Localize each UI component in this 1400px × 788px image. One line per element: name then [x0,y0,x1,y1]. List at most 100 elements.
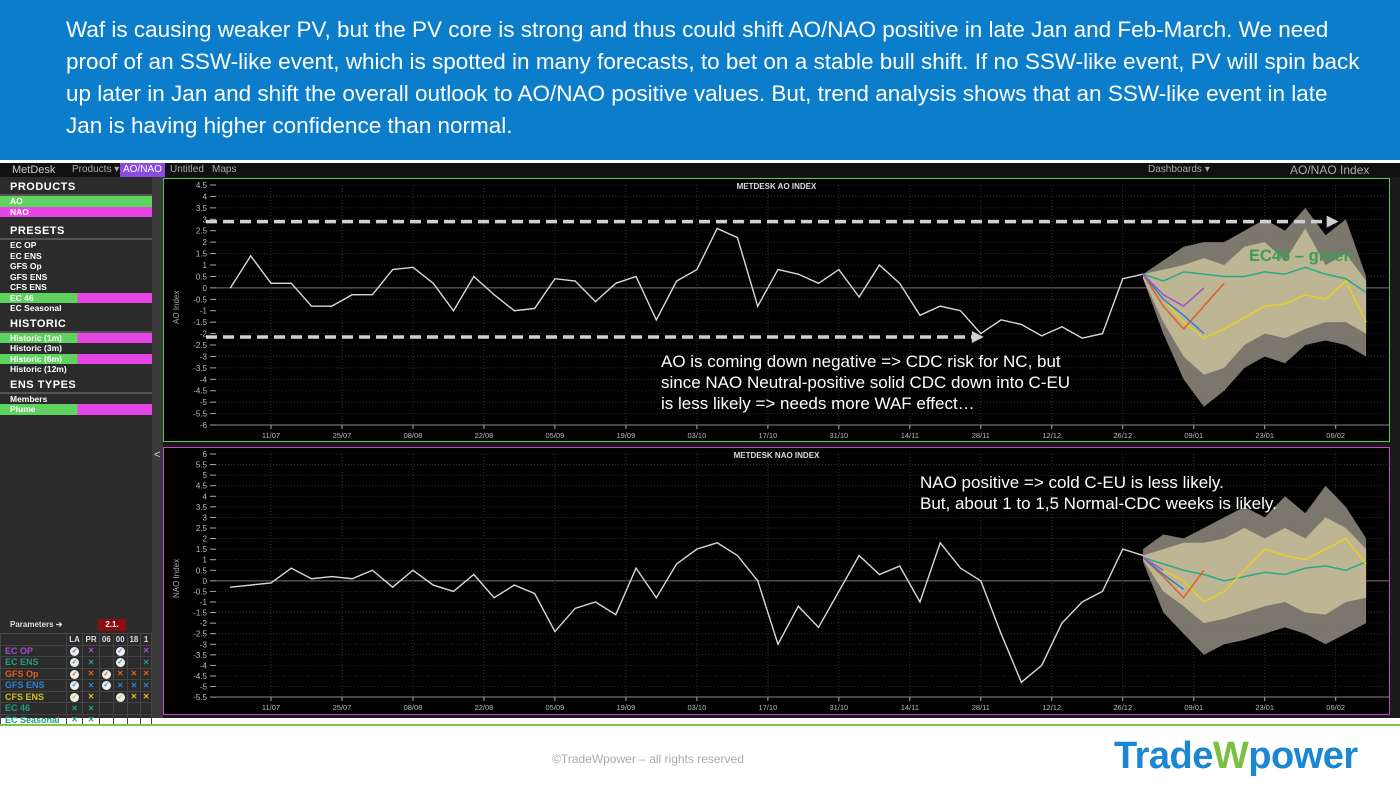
run-toggle[interactable] [112,702,128,715]
footer-divider [0,724,1400,726]
run-toggle[interactable] [126,656,142,669]
x-tick-label: 05/09 [546,431,565,440]
ens-type-members[interactable]: Members [10,393,48,404]
run-toggle[interactable]: ✕ [140,667,152,680]
run-toggle[interactable]: ✕ [140,679,152,692]
products-menu[interactable]: Products ▾ [72,164,120,175]
observed-point [919,314,921,316]
preset-cfs-ens[interactable]: CFS ENS [10,282,47,292]
preset-ec-op[interactable]: EC OP [10,240,37,250]
preset-gfs-ens[interactable]: GFS ENS [10,271,48,282]
index-title: AO/NAO Index [1290,163,1370,177]
tab-ao-nao[interactable]: AO/NAO [120,163,165,177]
ens-type-plume[interactable]: Plume [0,404,152,415]
preset-ec-46[interactable]: EC 46 [0,292,152,303]
run-toggle[interactable]: ✓ [65,667,84,680]
run-toggle[interactable] [126,702,142,715]
run-toggle[interactable]: ✓ [112,656,128,669]
run-toggle[interactable]: ✓ [98,679,114,692]
sidebar-collapse-button[interactable]: < [152,177,163,718]
run-toggle[interactable] [98,644,114,657]
run-toggle[interactable] [126,644,142,657]
observed-point [858,554,860,557]
run-toggle[interactable]: ✓ [65,679,84,692]
table-row: GFS ENS ✓ ✕ ✓ ✕ ✕ ✕ [0,679,152,692]
run-toggle[interactable]: ✓ [65,644,84,657]
observed-point [1041,335,1043,337]
run-toggle[interactable]: ✕ [82,667,100,680]
ensemble-band [1143,228,1367,375]
run-toggle[interactable]: ✕ [112,679,128,692]
nao-chart-panel: 6 5.5 5 4.5 4 3.5 3 2.5 2 1.5 1 0.5 0 -0.5 -1 -1.5 -2 -2.… [163,447,1390,715]
y-tick-label: -2 [200,619,208,628]
product-nao[interactable]: NAO [0,206,152,217]
run-toggle[interactable]: ✕ [126,690,142,703]
run-toggle[interactable]: ✕ [65,702,84,715]
run-toggle[interactable]: ✕ [126,667,142,680]
run-toggle[interactable] [98,656,114,669]
observed-point [290,567,292,569]
logo-w-mark: W [1212,735,1249,777]
y-tick-label: 0 [203,577,208,586]
nao-annotation: NAO positive => cold C-EU is less likely… [920,472,1277,514]
run-selector[interactable]: 2.1. [98,619,126,631]
observed-point [493,294,495,296]
preset-ec-ens[interactable]: EC ENS [10,250,42,261]
tab-maps[interactable]: Maps [212,164,237,175]
forecast-series-line [1142,557,1185,590]
run-toggle[interactable]: ✕ [140,644,152,657]
run-toggle[interactable] [140,702,152,715]
forecast-series-line [1142,556,1367,582]
run-toggle[interactable]: ✕ [82,656,100,669]
historic-historic-1m-[interactable]: Historic (1m) [0,332,152,343]
model-name: EC OP [0,644,67,657]
cross-icon: ✕ [142,692,150,702]
run-toggle[interactable]: ✕ [82,644,100,657]
observed-point [1061,622,1063,624]
run-toggle[interactable]: ✓ [112,644,128,657]
observed-point [757,580,759,582]
historic-historic-6m-[interactable]: Historic (6m) [0,353,152,364]
y-tick-label: -4.5 [193,672,207,681]
nao-annotation-line: NAO positive => cold C-EU is less likely… [920,473,1224,492]
metdesk-logo[interactable]: MetDesk [12,164,56,176]
preset-gfs-op[interactable]: GFS Op [10,261,42,271]
observed-point [797,273,799,275]
tab-untitled[interactable]: Untitled [170,164,204,175]
run-toggle[interactable]: ✓ [65,656,84,669]
run-toggle[interactable]: ✕ [82,690,100,703]
run-toggle[interactable]: ✕ [140,656,152,669]
model-name: EC 46 [0,702,67,715]
ens-types-heading: ENS TYPES [0,375,152,394]
x-tick-label: 28/11 [972,431,990,440]
parameters-link[interactable]: Parameters ➔ [10,620,63,629]
x-tick-label: 25/07 [333,703,352,712]
y-tick-label: 5 [203,471,208,480]
historic-historic-3m-[interactable]: Historic (3m) [10,343,62,353]
run-toggle[interactable]: ✕ [82,702,100,715]
historic-historic-12m-[interactable]: Historic (12m) [10,364,67,374]
x-tick-label: 22/08 [475,703,494,712]
observed-point [878,573,881,576]
run-toggle[interactable]: ✓ [112,690,128,703]
product-ao[interactable]: AO [0,196,152,207]
run-toggle[interactable]: ✕ [82,679,100,692]
dashboards-menu[interactable]: Dashboards ▾ [1148,164,1210,175]
y-tick-label: -5.5 [193,410,207,419]
observed-point [331,305,333,307]
observed-point [412,266,414,268]
run-toggle[interactable]: ✕ [140,690,152,703]
preset-ec-seasonal[interactable]: EC Seasonal [10,303,62,313]
run-toggle[interactable] [98,690,114,703]
run-toggle[interactable]: ✕ [126,679,142,692]
observed-point [777,268,779,271]
y-tick-label: -3.5 [193,651,207,660]
run-toggle[interactable] [98,702,114,715]
observed-point [290,282,292,284]
run-toggle[interactable]: ✕ [112,667,128,680]
ao-chart-title: METDESK AO INDEX [736,182,817,191]
model-run-table: LA PR 06 00 18 1 EC OP ✓ ✕ ✓ ✕ EC ENS ✓ ✕ ✓ ✕ GFS Op ✓ ✕ ✓ ✕… [0,633,152,726]
run-toggle[interactable]: ✓ [98,667,114,680]
headline-banner: Waf is causing weaker PV, but the PV cor… [0,0,1400,160]
run-toggle[interactable]: ✓ [65,690,84,703]
